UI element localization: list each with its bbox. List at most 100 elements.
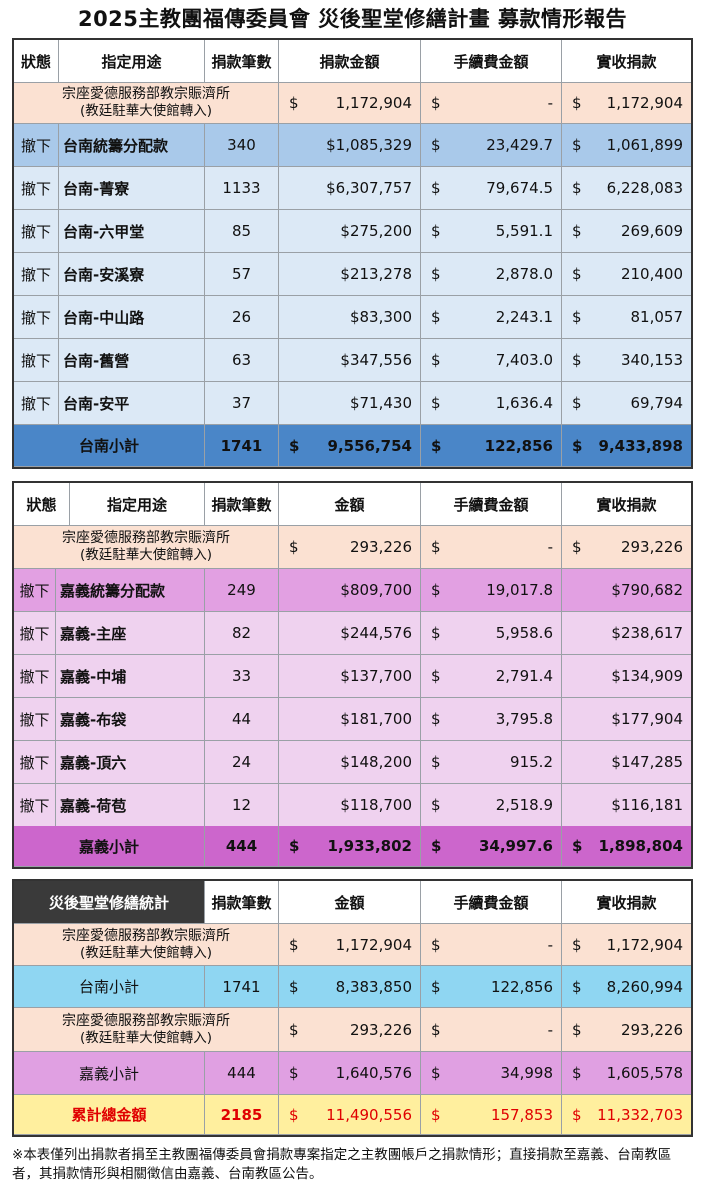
- row-purpose: 嘉義-頂六: [56, 741, 205, 784]
- tainan-table-row: 撤下 台南統籌分配款 340 $1,085,329 $23,429.7 $1,061,89…: [14, 124, 691, 167]
- chiayi-subtotal-row: 嘉義小計 444 $1,933,802 $34,997.6 $1,898,804: [14, 826, 691, 867]
- summary-special-row-chiayi: 宗座愛德服務部教宗賑濟所 (教廷駐華大使館轉入) $293,226 $ - $29…: [14, 1008, 691, 1052]
- currency-sign: $: [431, 667, 441, 685]
- subtotal-amount: $9,556,754: [279, 425, 421, 467]
- row-status: 撤下: [14, 124, 59, 167]
- subtotal-fee: $34,997.6: [421, 826, 562, 867]
- special-amount: $293,226: [279, 526, 421, 569]
- row-count: 37: [205, 382, 279, 425]
- summary-tainan-row: 台南小計 1741 $8,383,850 $122,856 $8,260,994: [14, 966, 691, 1008]
- row-fee-value: 2,243.1: [495, 308, 553, 326]
- special-net: $293,226: [562, 526, 691, 569]
- special-fee: $ -: [421, 1008, 562, 1052]
- row-net: $69,794: [562, 382, 691, 425]
- header-amount: 捐款金額: [279, 40, 421, 83]
- row-status: 撤下: [14, 296, 59, 339]
- row-fee-value: 3,795.8: [495, 710, 553, 728]
- header-net: 實收捐款: [562, 483, 691, 526]
- row-fee-value: 5,958.6: [495, 624, 553, 642]
- row-count: 24: [205, 741, 279, 784]
- summary-header-title: 災後聖堂修繕統計: [14, 881, 205, 924]
- row-amount: $6,307,757: [279, 167, 421, 210]
- header-net: 實收捐款: [562, 881, 691, 924]
- row-net: $6,228,083: [562, 167, 691, 210]
- row-count: 12: [205, 784, 279, 827]
- header-net: 實收捐款: [562, 40, 691, 83]
- header-purpose: 指定用途: [70, 483, 205, 526]
- summary-chiayi-net: $1,605,578: [562, 1052, 691, 1095]
- special-source: 宗座愛德服務部教宗賑濟所 (教廷駐華大使館轉入): [14, 924, 279, 966]
- summary-tainan-label: 台南小計: [14, 966, 205, 1008]
- row-status: 撤下: [14, 253, 59, 296]
- currency-sign: $: [572, 308, 582, 326]
- row-net-value: 340,153: [620, 351, 683, 369]
- row-amount: $181,700: [279, 698, 421, 741]
- special-source: 宗座愛德服務部教宗賑濟所 (教廷駐華大使館轉入): [14, 1008, 279, 1052]
- row-net: $210,400: [562, 253, 691, 296]
- total-count: 2185: [205, 1095, 279, 1135]
- row-fee-value: 5,591.1: [495, 222, 553, 240]
- row-count: 44: [205, 698, 279, 741]
- row-fee-value: 2,878.0: [495, 265, 553, 283]
- row-net: $269,609: [562, 210, 691, 253]
- row-fee-value: 19,017.8: [486, 581, 553, 599]
- summary-special-row-tainan: 宗座愛德服務部教宗賑濟所 (教廷駐華大使館轉入) $1,172,904 $ - $…: [14, 924, 691, 966]
- row-net-value: 69,794: [630, 394, 684, 412]
- chiayi-table-row: 撤下 嘉義-荷苞 12 $118,700 $2,518.9 $116,181: [14, 784, 691, 827]
- summary-chiayi-count: 444: [205, 1052, 279, 1095]
- special-net: $1,172,904: [562, 83, 691, 124]
- row-net: $177,904: [562, 698, 691, 741]
- currency-sign: $: [572, 265, 582, 283]
- row-count: 249: [205, 569, 279, 612]
- row-count: 85: [205, 210, 279, 253]
- tainan-table-row: 撤下 台南-中山路 26 $83,300 $2,243.1 $81,057: [14, 296, 691, 339]
- tainan-special-row: 宗座愛德服務部教宗賑濟所 (教廷駐華大使館轉入) $1,172,904 $ - $…: [14, 83, 691, 124]
- summary-tainan-fee: $122,856: [421, 966, 562, 1008]
- header-status: 狀態: [14, 40, 59, 83]
- row-fee-value: 915.2: [510, 753, 553, 771]
- summary-chiayi-row: 嘉義小計 444 $1,640,576 $34,998 $1,605,578: [14, 1052, 691, 1095]
- special-amount: $1,172,904: [279, 924, 421, 966]
- page-title: 2025主教團福傳委員會 災後聖堂修繕計畫 募款情形報告: [77, 7, 628, 31]
- row-status: 撤下: [14, 210, 59, 253]
- row-status: 撤下: [14, 784, 56, 827]
- row-purpose: 台南統籌分配款: [59, 124, 205, 167]
- row-amount: $137,700: [279, 655, 421, 698]
- total-fee: $157,853: [421, 1095, 562, 1135]
- header-count: 捐款筆數: [205, 881, 279, 924]
- row-fee-value: 1,636.4: [495, 394, 553, 412]
- header-status: 狀態: [14, 483, 70, 526]
- row-fee: $7,403.0: [421, 339, 562, 382]
- row-net-value: 210,400: [620, 265, 683, 283]
- currency-sign: $: [431, 265, 441, 283]
- currency-sign: $: [431, 624, 441, 642]
- chiayi-header-row: 狀態 指定用途 捐款筆數 金額 手續費金額 實收捐款: [14, 483, 691, 526]
- row-purpose: 台南-安平: [59, 382, 205, 425]
- row-status: 撤下: [14, 612, 56, 655]
- row-fee-value: 2,791.4: [495, 667, 553, 685]
- currency-sign: $: [431, 351, 441, 369]
- row-fee: $2,878.0: [421, 253, 562, 296]
- special-source: 宗座愛德服務部教宗賑濟所 (教廷駐華大使館轉入): [14, 83, 279, 124]
- row-fee: $2,518.9: [421, 784, 562, 827]
- row-amount: $275,200: [279, 210, 421, 253]
- row-status: 撤下: [14, 167, 59, 210]
- row-purpose: 台南-中山路: [59, 296, 205, 339]
- row-net: $81,057: [562, 296, 691, 339]
- total-amount: $11,490,556: [279, 1095, 421, 1135]
- row-purpose: 台南-安溪寮: [59, 253, 205, 296]
- special-net: $293,226: [562, 1008, 691, 1052]
- chiayi-special-row: 宗座愛德服務部教宗賑濟所 (教廷駐華大使館轉入) $293,226 $ - $29…: [14, 526, 691, 569]
- row-purpose: 嘉義-布袋: [56, 698, 205, 741]
- currency-sign: $: [431, 753, 441, 771]
- currency-sign: $: [572, 179, 582, 197]
- special-amount: $1,172,904: [279, 83, 421, 124]
- row-amount: $244,576: [279, 612, 421, 655]
- row-count: 82: [205, 612, 279, 655]
- tainan-table-row: 撤下 台南-舊營 63 $347,556 $7,403.0 $340,153: [14, 339, 691, 382]
- row-amount: $213,278: [279, 253, 421, 296]
- row-purpose: 台南-菁寮: [59, 167, 205, 210]
- summary-total-row: 累計總金額 2185 $11,490,556 $157,853 $11,332,…: [14, 1095, 691, 1135]
- header-fee: 手續費金額: [421, 881, 562, 924]
- row-count: 1133: [205, 167, 279, 210]
